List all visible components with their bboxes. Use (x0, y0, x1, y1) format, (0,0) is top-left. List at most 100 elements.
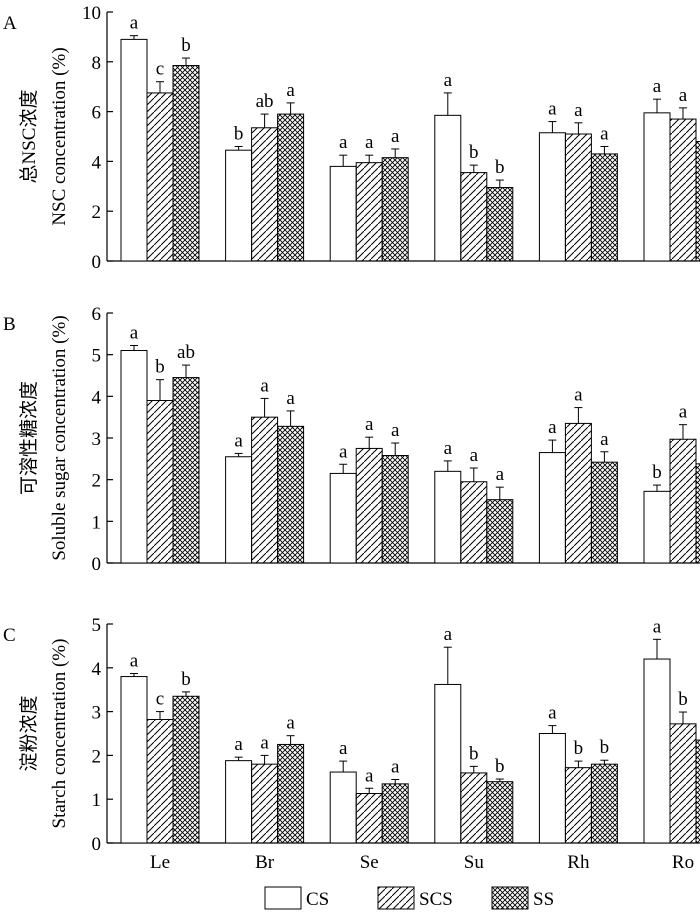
significance-letter: b (155, 357, 165, 378)
bar-le-scs (146, 718, 174, 844)
y-axis-title-en: Soluble sugar concentration (%) (49, 315, 70, 560)
y-tick-label: 4 (92, 387, 102, 408)
bar-le-ss (172, 65, 200, 262)
significance-letter: b (469, 142, 479, 163)
significance-letter: a (600, 429, 609, 450)
significance-letter: ab (177, 342, 195, 363)
legend-swatch-scs (377, 886, 415, 910)
significance-letter: b (469, 743, 479, 764)
y-tick-label: 2 (92, 202, 102, 223)
y-axis-title-cn: 可溶性糖浓度 (18, 381, 40, 495)
y-tick-label: 6 (92, 103, 102, 124)
significance-letter: a (234, 734, 243, 755)
bar-le-ss (172, 377, 200, 564)
bar-ro-scs (669, 723, 697, 844)
bar-le-scs (146, 400, 174, 564)
significance-letter: a (339, 132, 348, 153)
panel-b: B 0 1 2 3 4 5 6 可溶性糖浓度 Soluble sugar concentratio… (3, 304, 700, 575)
bar-le-cs (120, 38, 148, 262)
x-tick-label: Le (150, 852, 170, 873)
significance-letter: a (130, 650, 139, 671)
bar-rh-ss (590, 763, 618, 844)
significance-letter: a (365, 765, 374, 786)
y-axis-title-en: NSC concentration (%) (49, 47, 70, 225)
bar-ro-cs (643, 490, 671, 564)
significance-letter: b (234, 123, 244, 144)
bar-ro-ss (695, 739, 700, 844)
significance-letter: a (574, 100, 583, 121)
significance-letter: b (652, 462, 662, 483)
x-tick-label: Se (360, 852, 379, 873)
bar-br-ss (277, 425, 305, 564)
bar-rh-scs (564, 767, 592, 844)
bar-le-cs (120, 350, 148, 564)
y-tick-label: 5 (92, 346, 102, 367)
significance-letter: a (600, 123, 609, 144)
legend-swatch-ss (491, 886, 529, 910)
bar-ro-scs (669, 118, 697, 262)
bar-se-cs (329, 472, 357, 564)
significance-letter: a (286, 388, 295, 409)
significance-letter: a (548, 703, 557, 724)
y-tick-label: 0 (92, 252, 102, 273)
significance-letter: a (470, 445, 479, 466)
bar-su-cs (434, 470, 462, 564)
legend-swatch-cs (264, 886, 302, 910)
y-tick-label: 0 (92, 554, 102, 575)
bar-br-cs (225, 456, 253, 564)
significance-letter: a (679, 85, 688, 106)
bar-ro-cs (643, 112, 671, 262)
y-tick-label: 0 (92, 834, 102, 855)
y-tick-label: 1 (92, 790, 102, 811)
bar-rh-cs (538, 452, 566, 564)
y-tick-label: 2 (92, 746, 102, 767)
bar-rh-scs (564, 133, 592, 262)
bar-le-cs (120, 676, 148, 844)
x-tick-label: Br (255, 852, 275, 873)
bar-se-scs (355, 162, 383, 262)
bar-se-scs (355, 447, 383, 564)
bar-su-scs (460, 172, 488, 262)
bar-rh-scs (564, 422, 592, 564)
bar-br-ss (277, 743, 305, 844)
bar-ro-ss (695, 140, 700, 262)
y-tick-label: 3 (92, 703, 102, 724)
significance-letter: a (339, 441, 348, 462)
y-tick-label: 1 (92, 512, 102, 533)
significance-letter: a (234, 430, 243, 451)
bar-le-ss (172, 695, 200, 844)
significance-letter: b (495, 157, 505, 178)
significance-letter: a (260, 732, 269, 753)
significance-letter: a (548, 99, 557, 120)
significance-letter: c (156, 59, 164, 80)
bar-se-ss (381, 455, 409, 564)
bar-rh-ss (590, 461, 618, 564)
y-tick-label: 4 (92, 659, 102, 680)
panel-label: A (3, 13, 17, 34)
bar-br-scs (251, 763, 279, 844)
significance-letter: b (574, 738, 584, 759)
bar-br-ss (277, 113, 305, 262)
bar-se-cs (329, 771, 357, 844)
y-tick-label: 10 (82, 3, 101, 24)
y-axis-title-en: Starch concentration (%) (49, 639, 70, 829)
x-tick-label: Su (464, 852, 485, 873)
significance-letter: a (365, 132, 374, 153)
y-tick-label: 3 (92, 429, 102, 450)
significance-letter: a (286, 80, 295, 101)
legend: CS SCS SS (264, 886, 554, 910)
significance-letter: a (679, 402, 688, 423)
bar-br-scs (251, 416, 279, 564)
significance-letter: a (548, 417, 557, 438)
significance-letter: a (444, 438, 453, 459)
significance-letter: a (365, 414, 374, 435)
significance-letter: a (260, 375, 269, 396)
significance-letter: a (130, 13, 139, 34)
significance-letter: a (286, 713, 295, 734)
legend-label-scs: SCS (419, 889, 453, 910)
bar-su-cs (434, 683, 462, 844)
significance-letter: a (444, 624, 453, 645)
y-tick-label: 2 (92, 471, 102, 492)
